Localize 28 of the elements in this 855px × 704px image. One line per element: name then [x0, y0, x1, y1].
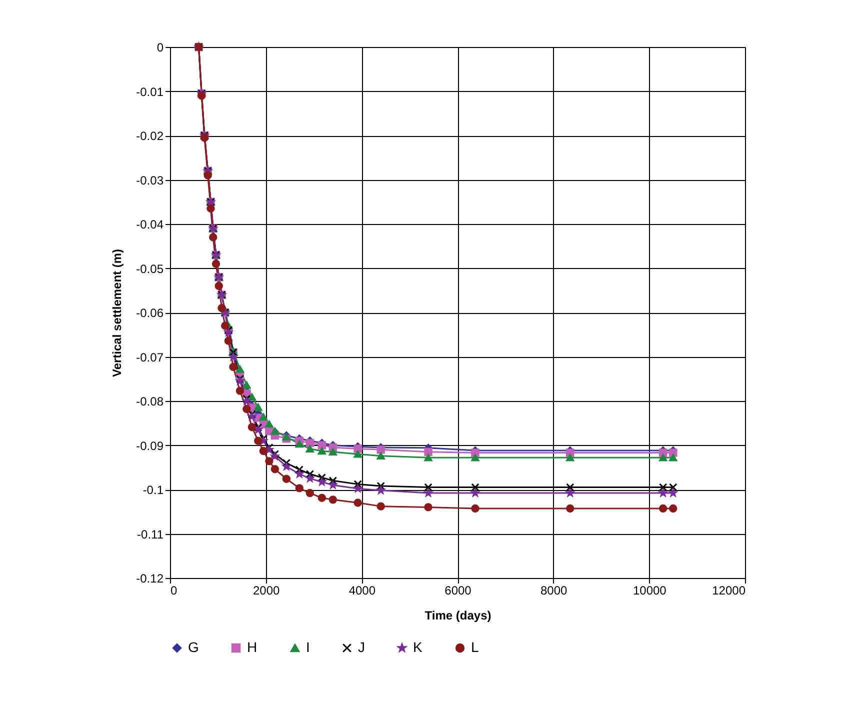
y-tick-label: -0.01 — [136, 84, 164, 99]
x-tick-label: 6000 — [444, 584, 472, 598]
x-tick-label: 0 — [170, 584, 178, 598]
x-axis-title: Time (days) — [424, 608, 492, 622]
x-tick-label: 4000 — [348, 584, 376, 598]
legend-label: H — [247, 639, 258, 655]
y-tick-label: 0 — [156, 40, 164, 54]
legend-label: I — [306, 639, 310, 655]
y-tick-label: -0.06 — [136, 306, 164, 320]
y-tick-label: -0.12 — [136, 572, 164, 586]
y-tick-label: -0.02 — [136, 129, 164, 143]
y-tick-label: -0.08 — [136, 394, 164, 408]
y-axis-title: Vertical settlement (m) — [110, 248, 124, 378]
x-tick-label: 8000 — [540, 584, 568, 598]
y-tick-label: -0.07 — [136, 350, 164, 364]
y-tick-label: -0.04 — [136, 218, 164, 232]
legend-label: L — [471, 639, 479, 655]
y-tick-label: -0.11 — [137, 527, 164, 542]
y-tick-label: -0.1 — [142, 483, 164, 497]
x-tick-label: 2000 — [252, 584, 280, 598]
x-tick-label: 10000 — [632, 584, 667, 598]
x-tick-label: 12000 — [712, 584, 746, 598]
y-tick-label: -0.03 — [136, 173, 164, 188]
legend-label: J — [358, 639, 365, 655]
legend-label: K — [413, 639, 423, 655]
y-tick-label: -0.05 — [136, 262, 164, 276]
y-tick-label: -0.09 — [136, 438, 164, 453]
legend-label: G — [188, 639, 199, 655]
